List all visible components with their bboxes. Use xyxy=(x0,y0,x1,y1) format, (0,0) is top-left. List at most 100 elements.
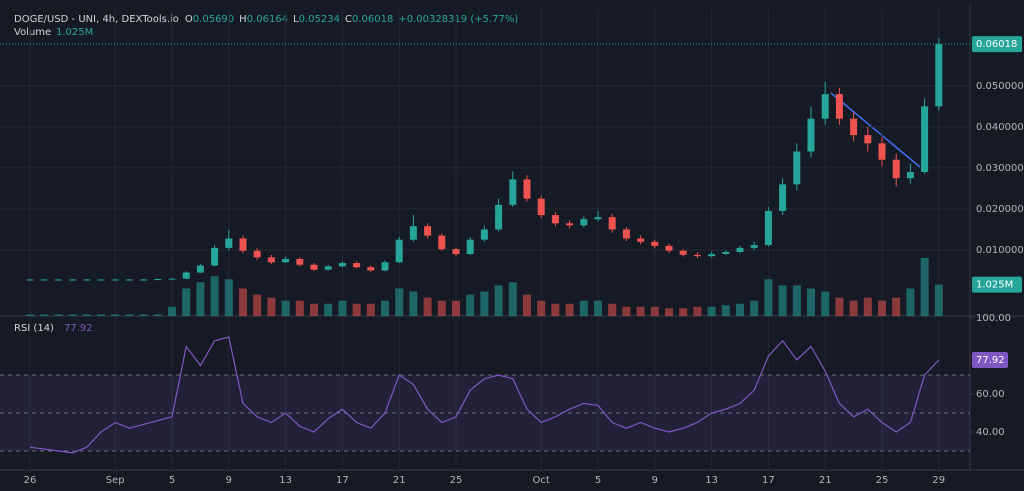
candle-body xyxy=(779,184,787,211)
candle-body xyxy=(97,279,105,281)
x-tick-label: Sep xyxy=(106,475,125,486)
candle-body xyxy=(921,106,929,173)
candle-body xyxy=(693,254,701,257)
candle-body xyxy=(69,279,77,281)
candle-body xyxy=(452,249,460,255)
volume-bar xyxy=(409,291,418,316)
volume-bar xyxy=(920,257,929,316)
candle-body xyxy=(679,250,687,255)
volume-bar xyxy=(707,306,716,316)
ohlc-value: 0.06018 xyxy=(352,14,393,25)
volume-bar xyxy=(721,305,730,316)
volume-bar xyxy=(210,276,219,316)
x-tick-label: Oct xyxy=(533,475,550,486)
candle-body xyxy=(395,239,403,263)
y-tick-label: 60.00 xyxy=(976,389,1005,400)
ohlc-key: O xyxy=(185,14,193,25)
volume-bar xyxy=(863,297,872,316)
volume-bar xyxy=(764,279,773,316)
y-tick-label: 0.020000 xyxy=(976,204,1024,215)
candle-body xyxy=(651,241,659,246)
trend-line xyxy=(830,92,921,168)
candle-body xyxy=(892,159,900,179)
volume-bar xyxy=(54,314,63,316)
volume-bar xyxy=(608,303,617,316)
candle-body xyxy=(40,279,48,281)
change: +0.00328319 (+5.77%) xyxy=(398,14,518,25)
volume-bar xyxy=(281,300,290,316)
volume-bar xyxy=(111,314,120,316)
candle-body xyxy=(878,143,886,160)
volume-bar xyxy=(125,314,134,316)
ohlc-key: C xyxy=(345,14,352,25)
last-volume-label: 1.025M xyxy=(976,280,1013,291)
ohlc-value: 0.05234 xyxy=(299,14,340,25)
volume-bar xyxy=(139,314,148,316)
rsi-line xyxy=(29,336,940,454)
rsi-title: RSI (14) xyxy=(14,323,54,334)
volume-bar xyxy=(153,314,162,316)
volume-bar xyxy=(253,294,262,316)
candle-body xyxy=(821,94,829,119)
volume-bar xyxy=(665,308,673,316)
candle-body xyxy=(466,239,474,255)
volume-bar xyxy=(821,291,830,316)
volume-bar xyxy=(679,308,688,316)
x-tick-label: 25 xyxy=(876,475,889,486)
candle-body xyxy=(225,238,233,248)
x-tick-label: 13 xyxy=(705,475,718,486)
candle-body xyxy=(722,252,730,255)
candle-body xyxy=(125,279,133,281)
volume-bar xyxy=(97,314,105,316)
y-tick-label: 0.040000 xyxy=(976,122,1024,133)
candle-body xyxy=(750,245,758,248)
x-tick-label: 17 xyxy=(336,475,349,486)
volume-bar xyxy=(452,300,460,316)
y-tick-label: 40.00 xyxy=(976,427,1005,438)
volume-bar xyxy=(892,297,901,316)
candle-body xyxy=(409,226,417,240)
volume-bar xyxy=(310,303,318,316)
volume-bar xyxy=(182,288,191,316)
x-tick-label: 25 xyxy=(450,475,463,486)
volume-bar xyxy=(466,294,475,316)
candle-body xyxy=(864,135,872,144)
volume-bar xyxy=(168,306,176,316)
candle-body xyxy=(665,245,673,251)
last-price-box xyxy=(972,36,1022,53)
volume-bar xyxy=(551,303,560,316)
volume-bar xyxy=(579,300,588,316)
ohlc-key: H xyxy=(239,14,247,25)
last-rsi-box xyxy=(972,351,1008,368)
volume-bar xyxy=(381,300,389,316)
symbol: DOGE/USD - UNI, 4h, DEXTools.io xyxy=(14,14,179,25)
last-rsi-label: 77.92 xyxy=(976,355,1005,366)
candle-body xyxy=(906,172,914,179)
x-tick-label: 21 xyxy=(393,475,406,486)
volume-bar xyxy=(523,294,531,316)
candle-body xyxy=(253,250,261,258)
volume-bar xyxy=(736,303,744,316)
volume-bar xyxy=(324,303,333,316)
candle-body xyxy=(211,247,219,266)
candle-body xyxy=(338,263,346,267)
candle-body xyxy=(83,279,91,281)
volume-bar xyxy=(395,288,404,316)
volume-bar xyxy=(295,300,304,316)
last-price-label: 0.06018 xyxy=(976,39,1017,50)
candle-body xyxy=(935,44,943,107)
volume-bar xyxy=(878,300,886,316)
volume-bar xyxy=(224,279,233,316)
candle-body xyxy=(381,262,389,271)
volume-bar xyxy=(437,300,446,316)
candle-body xyxy=(239,238,247,251)
volume-bar xyxy=(934,284,943,316)
candle-body xyxy=(736,247,744,253)
candle-body xyxy=(608,217,616,230)
last-volume-box xyxy=(972,276,1022,293)
candle-body xyxy=(850,118,858,136)
volume-bar xyxy=(423,297,432,316)
volume-bar xyxy=(26,314,34,316)
